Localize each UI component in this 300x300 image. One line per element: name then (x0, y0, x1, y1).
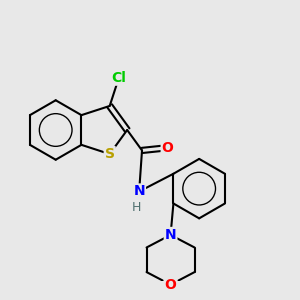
Text: O: O (165, 278, 176, 292)
Text: N: N (133, 184, 145, 199)
Text: O: O (162, 141, 173, 155)
Text: S: S (105, 147, 115, 161)
Text: H: H (132, 201, 141, 214)
Text: N: N (165, 228, 176, 242)
Text: Cl: Cl (111, 71, 126, 85)
